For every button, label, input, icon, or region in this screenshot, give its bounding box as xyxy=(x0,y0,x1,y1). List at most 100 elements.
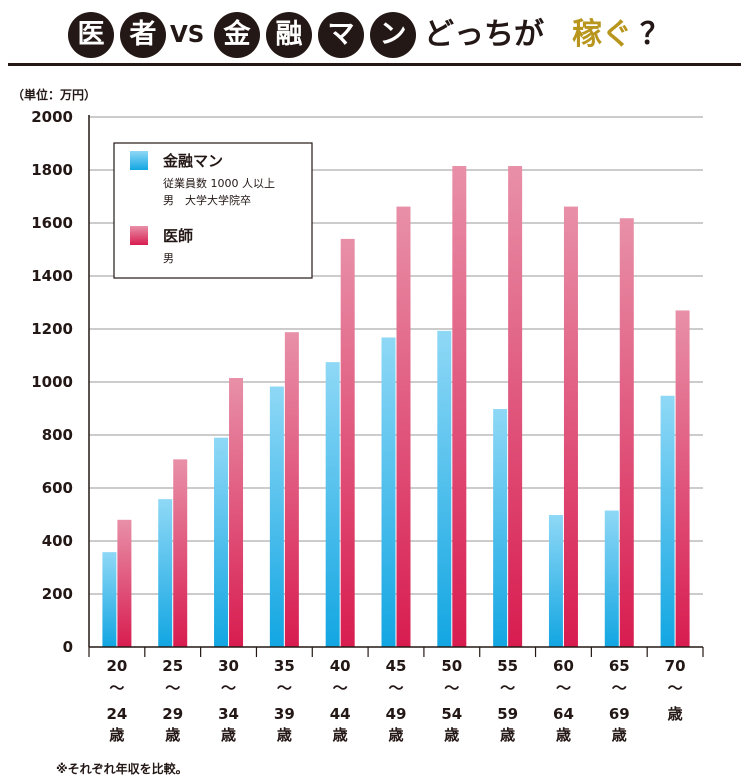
bar-doctor-25 xyxy=(173,459,188,647)
x-tick-label-65-2: 69 xyxy=(609,705,630,723)
y-tick-label-1800: 1800 xyxy=(31,161,73,179)
x-tick-label-40-2: 44 xyxy=(330,705,351,723)
x-tick-label-65-3: 歳 xyxy=(612,726,627,744)
bar-doctor-30 xyxy=(229,378,244,647)
bar-doctor-45 xyxy=(396,206,411,647)
footnote: ※それぞれ年収を比較。 xyxy=(56,762,188,776)
y-tick-label-1200: 1200 xyxy=(31,320,73,338)
bar-doctor-40 xyxy=(340,238,355,647)
x-tick-label-45-2: 49 xyxy=(386,705,407,723)
bar-finance-55 xyxy=(493,409,508,647)
x-tick-label-50-2: 54 xyxy=(441,705,462,723)
bar-finance-65 xyxy=(604,510,619,647)
bar-finance-20 xyxy=(102,552,117,647)
bar-finance-30 xyxy=(214,437,229,647)
x-tick-label-30-0: 30 xyxy=(218,657,239,675)
x-tick-label-20-1: 〜 xyxy=(109,679,124,697)
title-char-man-1: マ xyxy=(318,12,364,58)
x-tick-label-70-0: 70 xyxy=(665,657,686,675)
x-tick-label-40-3: 歳 xyxy=(333,726,348,744)
x-tick-label-45-1: 〜 xyxy=(388,679,403,697)
x-tick-label-65-0: 65 xyxy=(609,657,630,675)
title-char-kinyu-2: 融 xyxy=(266,12,312,58)
x-tick-label-35-0: 35 xyxy=(274,657,295,675)
bar-finance-60 xyxy=(548,515,563,647)
x-tick-label-30-2: 34 xyxy=(218,705,239,723)
axes xyxy=(88,115,704,657)
x-tick-label-45-3: 歳 xyxy=(388,726,403,744)
y-tick-label-600: 600 xyxy=(42,479,73,497)
y-tick-label-1400: 1400 xyxy=(31,267,73,285)
legend-swatch-doctor xyxy=(130,226,148,245)
x-tick-label-55-3: 歳 xyxy=(500,726,515,744)
bar-doctor-35 xyxy=(284,332,299,647)
x-tick-label-20-2: 24 xyxy=(106,705,127,723)
title-char-ishi-1: 医 xyxy=(68,12,114,58)
x-tick-label-35-3: 歳 xyxy=(277,726,292,744)
x-tick-label-60-3: 歳 xyxy=(556,726,571,744)
title-vs: VS xyxy=(170,22,205,48)
x-tick-label-25-2: 29 xyxy=(162,705,183,723)
x-tick-label-30-3: 歳 xyxy=(221,726,236,744)
x-tick-label-25-3: 歳 xyxy=(165,726,180,744)
x-tick-label-25-1: 〜 xyxy=(165,679,180,697)
x-axis-tick-labels: 20 〜 24 歳 25 〜 29 歳 30 〜 34 歳 35 〜 39 歳 40 〜 44 歳 45 〜 49 歳 50 〜 5… xyxy=(106,657,685,744)
legend-sublabel-doctor-1: 男 xyxy=(163,252,174,265)
x-tick-label-35-2: 39 xyxy=(274,705,295,723)
y-axis-unit-label: （単位：万円） xyxy=(12,88,97,102)
title-char-man-2: ン xyxy=(370,12,416,58)
legend: 金融マン 従業員数 1000 人以上 男 大学大学院卒 医師 男 xyxy=(113,142,313,279)
y-tick-label-800: 800 xyxy=(42,426,73,444)
bar-finance-70 xyxy=(660,395,675,647)
x-tick-label-40-0: 40 xyxy=(330,657,351,675)
legend-sublabel-finance-2: 男 大学大学院卒 xyxy=(163,193,251,207)
x-tick-label-70-2: 歳 xyxy=(668,705,683,723)
legend-label-finance: 金融マン xyxy=(162,152,223,170)
title-char-ishi-2: 者 xyxy=(120,12,166,58)
x-tick-label-45-0: 45 xyxy=(386,657,407,675)
x-tick-label-70-1: 〜 xyxy=(668,679,683,697)
x-tick-label-60-2: 64 xyxy=(553,705,574,723)
bar-doctor-60 xyxy=(563,206,578,647)
x-tick-label-30-1: 〜 xyxy=(221,679,236,697)
title-header: 医 者 VS 金 融 マ ン どっちが 稼ぐ ？ xyxy=(0,0,750,66)
x-tick-label-65-1: 〜 xyxy=(612,679,627,697)
bars xyxy=(102,166,690,648)
legend-swatch-finance xyxy=(130,151,148,170)
title-tail-text: どっちが xyxy=(424,17,544,52)
bar-finance-25 xyxy=(158,499,173,647)
y-axis-tick-labels: 0 200 400 600 800 1000 1200 1400 1600 1800 2000 xyxy=(31,108,73,656)
legend-sublabel-finance-1: 従業員数 1000 人以上 xyxy=(163,177,275,190)
title-char-kinyu-1: 金 xyxy=(214,12,260,58)
title-question-mark: ？ xyxy=(640,17,670,52)
x-tick-label-35-1: 〜 xyxy=(277,679,292,697)
y-tick-label-1600: 1600 xyxy=(31,214,73,232)
x-tick-label-60-0: 60 xyxy=(553,657,574,675)
x-tick-label-60-1: 〜 xyxy=(556,679,571,697)
title-underline xyxy=(8,63,741,66)
y-tick-label-200: 200 xyxy=(42,585,73,603)
bar-doctor-20 xyxy=(117,519,132,647)
x-tick-label-55-2: 59 xyxy=(497,705,518,723)
x-tick-label-20-3: 歳 xyxy=(109,726,124,744)
bar-doctor-50 xyxy=(452,166,467,647)
x-tick-label-20-0: 20 xyxy=(106,657,127,675)
legend-label-doctor: 医師 xyxy=(163,227,193,245)
bar-doctor-55 xyxy=(508,166,523,647)
y-tick-label-2000: 2000 xyxy=(31,108,73,126)
x-tick-label-50-1: 〜 xyxy=(444,679,459,697)
x-tick-label-55-1: 〜 xyxy=(500,679,515,697)
title-accent-text: 稼ぐ xyxy=(572,17,632,52)
y-tick-label-0: 0 xyxy=(63,638,73,656)
x-tick-label-55-0: 55 xyxy=(497,657,518,675)
bar-finance-35 xyxy=(269,386,284,647)
y-tick-label-400: 400 xyxy=(42,532,73,550)
bar-finance-50 xyxy=(437,330,452,647)
x-tick-label-40-1: 〜 xyxy=(333,679,348,697)
bar-doctor-65 xyxy=(619,218,634,648)
x-tick-label-25-0: 25 xyxy=(162,657,183,675)
x-tick-label-50-3: 歳 xyxy=(444,726,459,744)
y-tick-label-1000: 1000 xyxy=(31,373,73,391)
x-tick-label-50-0: 50 xyxy=(441,657,462,675)
